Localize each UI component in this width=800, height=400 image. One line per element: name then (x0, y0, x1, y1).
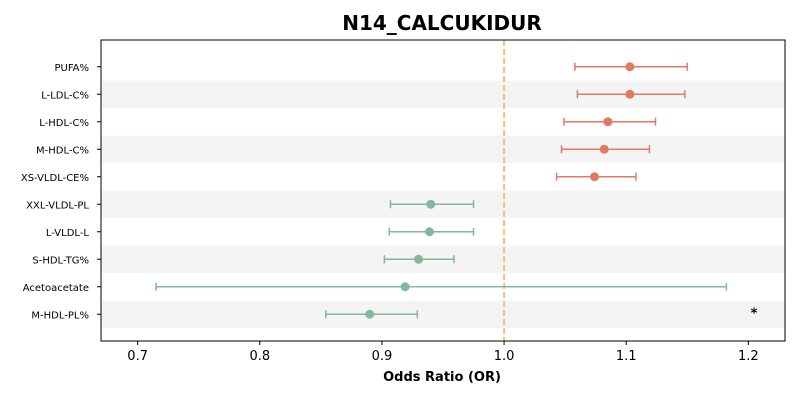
odds-ratio-point (365, 309, 375, 319)
x-tick-label: 0.8 (249, 349, 270, 364)
row-stripe (101, 300, 785, 328)
forest-row (383, 254, 455, 264)
x-tick-label: 1.2 (738, 349, 759, 364)
y-tick-label: M-HDL-C% (36, 145, 89, 156)
odds-ratio-point (599, 144, 609, 154)
odds-ratio-point (400, 282, 410, 292)
forest-row: * (324, 306, 758, 321)
y-tick-label: XXL-VLDL-PL (26, 200, 89, 211)
x-tick-label: 1.0 (494, 349, 515, 364)
forest-row (574, 62, 689, 72)
forest-row (576, 89, 686, 99)
y-axis-labels: PUFA% L-LDL-C% L-HDL-C% M-HDL-C% XS-VLDL-CE%… (21, 63, 101, 321)
x-axis-label: Odds Ratio (OR) (383, 370, 501, 385)
chart-title: N14_CALCUKIDUR (342, 11, 542, 35)
forest-row (563, 117, 657, 127)
x-tick-label: 0.7 (127, 349, 148, 364)
forest-row (389, 199, 475, 209)
odds-ratio-point (425, 227, 435, 237)
x-tick-label: 0.9 (372, 349, 393, 364)
x-tick-label: 1.1 (616, 349, 637, 364)
y-tick-label: L-LDL-C% (41, 90, 89, 101)
odds-ratio-point (589, 172, 599, 182)
row-stripe (101, 135, 785, 163)
odds-ratio-point (603, 117, 613, 127)
y-tick-label: XS-VLDL-CE% (21, 173, 89, 184)
forest-row (155, 282, 728, 292)
y-tick-label: L-HDL-C% (39, 118, 89, 129)
forest-row (388, 227, 475, 237)
y-tick-label: PUFA% (54, 63, 89, 74)
forest-row (555, 172, 637, 182)
plot-frame (100, 39, 786, 342)
forest-row (560, 144, 651, 154)
row-stripes (101, 80, 785, 328)
y-tick-label: L-VLDL-L (46, 228, 90, 239)
significance-marker: * (751, 306, 758, 321)
odds-ratio-point (426, 199, 436, 209)
odds-ratio-point (625, 89, 635, 99)
y-tick-label: M-HDL-PL% (31, 310, 89, 321)
y-tick-label: S-HDL-TG% (32, 255, 89, 266)
odds-ratio-point (625, 62, 635, 72)
data-rows: * (155, 62, 758, 321)
odds-ratio-point (414, 254, 424, 264)
x-axis: 0.7 0.8 0.9 1.0 1.1 1.2 (127, 341, 759, 364)
y-tick-label: Acetoacetate (23, 283, 89, 294)
